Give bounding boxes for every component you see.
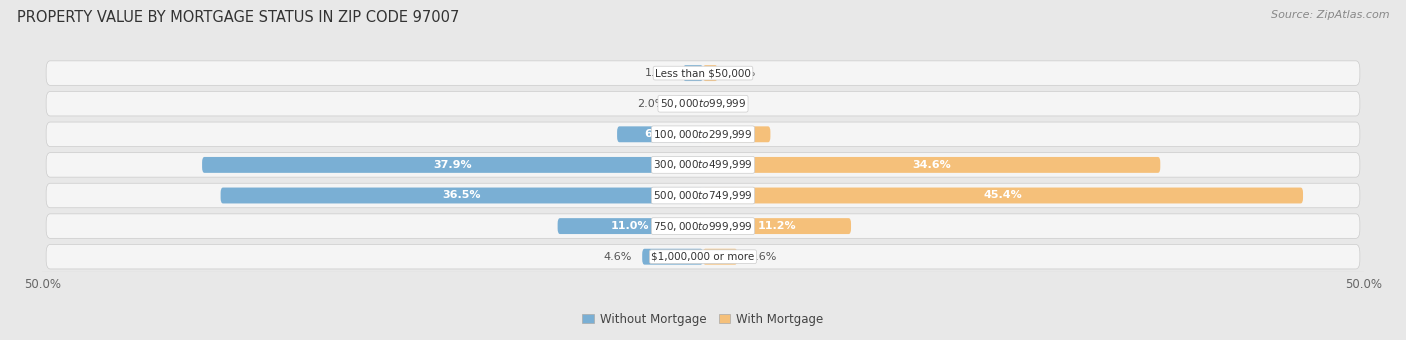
Text: 5.1%: 5.1% (721, 129, 752, 139)
FancyBboxPatch shape (703, 126, 770, 142)
Text: PROPERTY VALUE BY MORTGAGE STATUS IN ZIP CODE 97007: PROPERTY VALUE BY MORTGAGE STATUS IN ZIP… (17, 10, 460, 25)
Text: 2.6%: 2.6% (748, 252, 776, 262)
Text: $1,000,000 or more: $1,000,000 or more (651, 252, 755, 262)
FancyBboxPatch shape (46, 214, 1360, 238)
FancyBboxPatch shape (703, 65, 717, 81)
FancyBboxPatch shape (643, 249, 703, 265)
Text: 37.9%: 37.9% (433, 160, 472, 170)
Text: $750,000 to $999,999: $750,000 to $999,999 (654, 220, 752, 233)
FancyBboxPatch shape (46, 244, 1360, 269)
Text: Less than $50,000: Less than $50,000 (655, 68, 751, 78)
Text: $50,000 to $99,999: $50,000 to $99,999 (659, 97, 747, 110)
Text: $100,000 to $299,999: $100,000 to $299,999 (654, 128, 752, 141)
FancyBboxPatch shape (46, 183, 1360, 208)
Text: $500,000 to $749,999: $500,000 to $749,999 (654, 189, 752, 202)
FancyBboxPatch shape (703, 157, 1160, 173)
FancyBboxPatch shape (202, 157, 703, 173)
Text: 36.5%: 36.5% (443, 190, 481, 201)
Legend: Without Mortgage, With Mortgage: Without Mortgage, With Mortgage (578, 308, 828, 330)
FancyBboxPatch shape (703, 249, 737, 265)
Text: $300,000 to $499,999: $300,000 to $499,999 (654, 158, 752, 171)
FancyBboxPatch shape (703, 188, 1303, 203)
FancyBboxPatch shape (703, 218, 851, 234)
Text: 45.4%: 45.4% (984, 190, 1022, 201)
Text: 11.0%: 11.0% (612, 221, 650, 231)
FancyBboxPatch shape (46, 91, 1360, 116)
FancyBboxPatch shape (617, 126, 703, 142)
Text: 34.6%: 34.6% (912, 160, 950, 170)
Text: 1.5%: 1.5% (644, 68, 672, 78)
FancyBboxPatch shape (683, 65, 703, 81)
Text: 2.0%: 2.0% (637, 99, 666, 109)
FancyBboxPatch shape (46, 153, 1360, 177)
Text: 6.5%: 6.5% (644, 129, 675, 139)
FancyBboxPatch shape (46, 61, 1360, 85)
FancyBboxPatch shape (676, 96, 703, 112)
Text: 1.1%: 1.1% (728, 68, 756, 78)
Text: Source: ZipAtlas.com: Source: ZipAtlas.com (1271, 10, 1389, 20)
FancyBboxPatch shape (46, 122, 1360, 147)
Text: 11.2%: 11.2% (758, 221, 796, 231)
FancyBboxPatch shape (221, 188, 703, 203)
Text: 4.6%: 4.6% (603, 252, 631, 262)
FancyBboxPatch shape (558, 218, 703, 234)
